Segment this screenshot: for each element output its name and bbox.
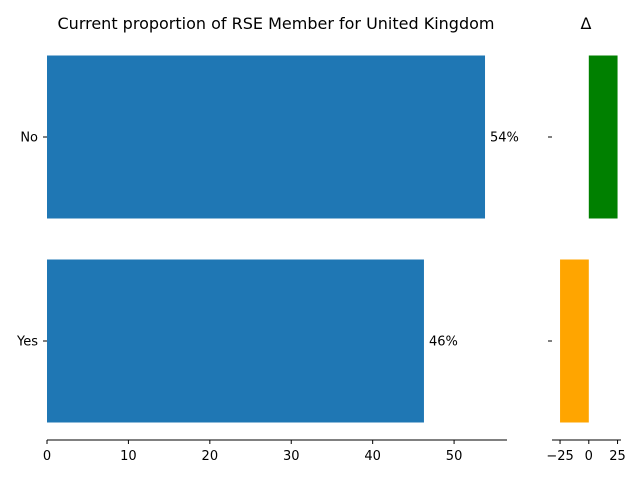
- bar-value-label-yes: 46%: [429, 335, 458, 350]
- delta-x-tick-label-2: 25: [609, 449, 626, 464]
- delta-x-tick-label-0: −25: [546, 449, 573, 464]
- delta-bar-no: [588, 55, 618, 219]
- x-tick-label-40: 40: [364, 449, 381, 464]
- x-tick-label-50: 50: [446, 449, 463, 464]
- y-tick-label-no: No: [20, 131, 38, 146]
- bar-yes: [47, 259, 424, 423]
- x-tick-label-30: 30: [283, 449, 300, 464]
- y-tick-label-yes: Yes: [16, 335, 38, 350]
- x-tick-label-10: 10: [120, 449, 137, 464]
- main-chart-title: Current proportion of RSE Member for Uni…: [58, 14, 495, 33]
- x-tick-label-20: 20: [202, 449, 219, 464]
- main-plot-area: 54% No 46% Yes 0 10 20 30 40 50: [16, 55, 519, 464]
- delta-plot-area: −25 0 25: [546, 55, 626, 464]
- x-tick-label-0: 0: [43, 449, 51, 464]
- delta-bar-yes: [560, 259, 589, 423]
- delta-chart-title: Δ: [581, 14, 592, 33]
- delta-x-tick-label-1: 0: [585, 449, 593, 464]
- bar-value-label-no: 54%: [490, 131, 519, 146]
- bar-no: [47, 55, 486, 219]
